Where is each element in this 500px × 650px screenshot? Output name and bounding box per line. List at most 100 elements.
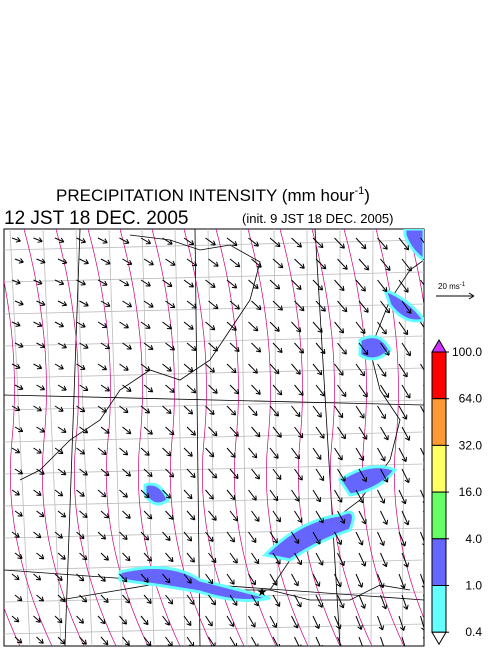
wind-vector: [162, 573, 171, 584]
wind-vector: [420, 531, 424, 546]
wind-vector: [140, 531, 150, 541]
title-superscript: -1: [355, 185, 365, 197]
wind-vector: [205, 405, 215, 416]
wind-vector: [315, 426, 325, 439]
wind-vector: [54, 447, 64, 455]
wind-vector: [33, 573, 42, 581]
wind-vector: [33, 363, 43, 370]
wind-vector: [272, 426, 282, 438]
wind-vector: [334, 321, 345, 334]
wind-vector: [312, 447, 322, 460]
wind-vector: [97, 237, 108, 244]
wind-vector: [337, 300, 348, 313]
wind-vector: [294, 636, 302, 646]
wind-vector: [57, 300, 68, 307]
wind-vector: [355, 321, 366, 334]
wind-vector: [312, 405, 322, 418]
wind-vector: [54, 237, 65, 244]
wind-vector: [186, 510, 196, 521]
grid-line: [306, 229, 310, 646]
wind-vector: [183, 447, 193, 457]
wind-vector: [334, 615, 342, 630]
wind-vector: [377, 447, 386, 462]
wind-vector: [33, 615, 41, 623]
wind-vector: [97, 321, 108, 328]
wind-vector: [205, 321, 216, 331]
wind-vector: [54, 363, 64, 370]
colorbar-label: 64.0: [459, 392, 483, 406]
wind-vector: [272, 594, 281, 607]
wind-vector: [11, 405, 21, 412]
wind-vector: [162, 489, 171, 499]
wind-vector: [79, 258, 89, 265]
colorbar-segment: [431, 491, 447, 540]
wind-vector: [143, 300, 154, 308]
wind-vector: [380, 594, 388, 610]
wind-vector: [401, 552, 410, 568]
wind-vector: [57, 258, 68, 265]
colorbar-label: 16.0: [459, 485, 483, 499]
wind-vector: [423, 510, 424, 514]
wind-vector: [119, 405, 129, 414]
wind-vector: [294, 510, 303, 523]
wind-vector: [14, 468, 24, 475]
wind-vector: [122, 384, 132, 392]
wind-vector: [54, 279, 65, 286]
wind-vector: [377, 531, 385, 547]
wind-vector: [398, 237, 410, 251]
wind-vector: [57, 342, 67, 349]
wind-vector: [269, 279, 281, 290]
wind-vector: [423, 300, 424, 303]
wind-vector: [186, 342, 197, 352]
wind-vector: [143, 426, 153, 435]
wind-vector: [79, 510, 88, 518]
wind-vector: [97, 531, 107, 540]
wind-vector: [36, 384, 46, 391]
wind-vector: [229, 342, 240, 353]
wind-vector: [205, 237, 216, 246]
wind-vector: [11, 489, 20, 496]
vector-scale-text: 20 ms: [438, 282, 460, 291]
contour: [183, 229, 245, 646]
wind-vector: [334, 531, 343, 546]
wind-vector: [229, 594, 238, 606]
wind-vector: [119, 489, 128, 498]
wind-vector: [358, 426, 368, 440]
wind-vector: [398, 279, 409, 293]
wind-vector: [208, 426, 218, 437]
wind-vector: [377, 405, 386, 420]
wind-vector: [334, 279, 345, 292]
wind-vector: [315, 636, 323, 646]
wind-vector: [54, 321, 64, 328]
wind-vector: [14, 636, 23, 644]
wind-vector: [312, 615, 320, 629]
wind-vector: [337, 594, 345, 609]
wind-vector: [294, 426, 304, 439]
wind-vector: [355, 237, 367, 250]
wind-vector: [143, 384, 154, 393]
wind-vector: [380, 426, 389, 441]
wind-vector: [269, 489, 279, 502]
wind-vector: [11, 531, 20, 538]
wind-vector: [208, 468, 218, 479]
wind-vector: [100, 552, 109, 561]
wind-vector: [205, 489, 214, 500]
wind-vector: [33, 531, 42, 539]
wind-vector: [294, 552, 302, 566]
wind-vector: [294, 258, 305, 269]
wind-vector: [97, 363, 108, 371]
wind-vector: [251, 468, 260, 480]
meridian: [194, 229, 201, 646]
wind-vector: [248, 615, 256, 628]
wind-vector: [269, 237, 281, 248]
wind-vector: [312, 531, 321, 545]
wind-vector: [140, 405, 151, 414]
wind-vector: [229, 552, 238, 564]
map: ★: [3, 228, 425, 647]
wind-vector: [36, 468, 45, 475]
wind-vector: [165, 594, 174, 605]
wind-vector: [334, 405, 344, 419]
wind-vector: [122, 510, 131, 519]
wind-vector: [162, 321, 173, 330]
wind-vector: [122, 636, 130, 646]
